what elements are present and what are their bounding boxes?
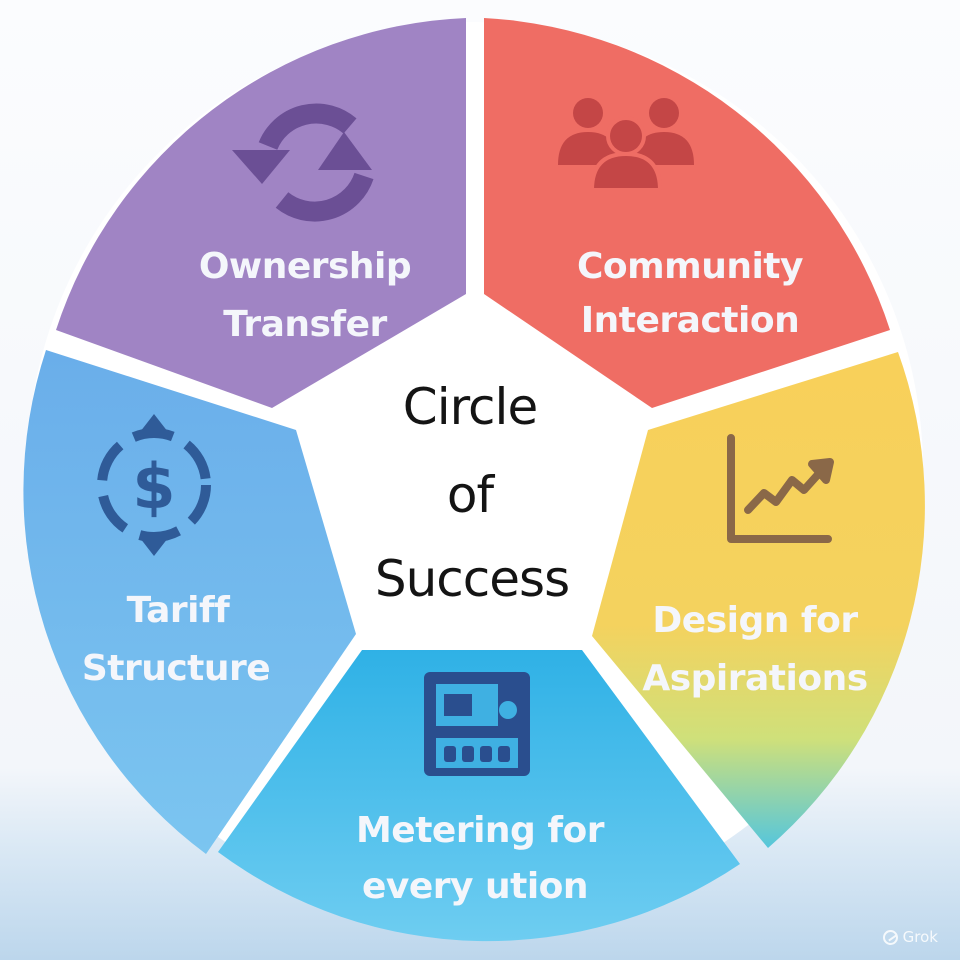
center-title-line1: Circle (403, 378, 537, 436)
segment-metering[interactable] (218, 650, 740, 942)
tariff-label-line2: Structure (82, 648, 270, 689)
grok-logo-icon (882, 929, 898, 945)
dollar-cycle-icon: $ (97, 414, 211, 556)
people-group-icon (558, 98, 694, 192)
tariff-label-line1: Tariff (127, 590, 230, 631)
ownership-label-line1: Ownership (199, 246, 411, 287)
watermark-text: Grok (902, 928, 938, 946)
electric-meter-icon (424, 672, 530, 776)
center-title-line2: of (447, 466, 496, 524)
rising-chart-icon (727, 434, 834, 543)
design-label-line1: Design for (652, 600, 858, 641)
svg-text:$: $ (132, 450, 175, 523)
segment-design[interactable] (592, 352, 925, 848)
refresh-arrows-icon (232, 103, 374, 222)
community-label-line2: Interaction (581, 300, 799, 341)
segment-ownership[interactable] (56, 18, 466, 408)
metering-label-line2: every ution (362, 866, 588, 907)
metering-label-line1: Metering for (356, 810, 605, 851)
design-label-line2: Aspirations (642, 658, 867, 699)
center-pentagon (300, 300, 640, 636)
ownership-label-line2: Transfer (223, 304, 387, 345)
community-label-line1: Community (577, 246, 803, 287)
watermark: Grok (882, 928, 938, 946)
center-title-line3: Success (375, 550, 569, 608)
